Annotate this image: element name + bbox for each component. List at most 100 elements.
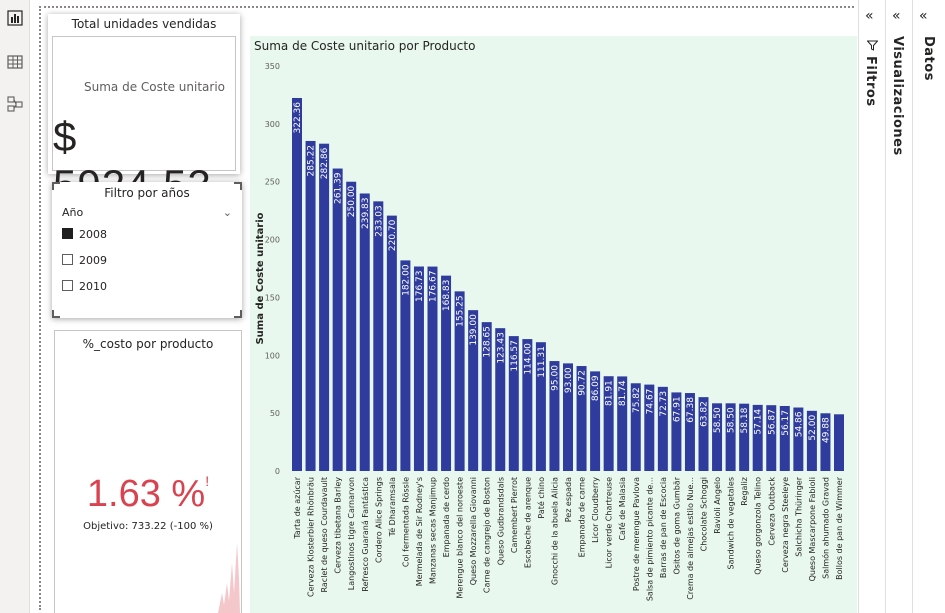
x-tick-label: Paté chino <box>536 477 546 519</box>
bar[interactable] <box>373 201 384 471</box>
bar[interactable] <box>468 310 479 471</box>
report-view-icon[interactable] <box>5 8 25 28</box>
bar-data-label: 54.86 <box>794 411 804 437</box>
bar[interactable] <box>712 403 723 471</box>
bar[interactable] <box>671 392 682 471</box>
x-tick-label: Merengue blanco del noroeste <box>456 477 465 599</box>
y-tick-label: 250 <box>265 178 280 187</box>
bar[interactable] <box>698 397 709 471</box>
bar[interactable] <box>563 363 573 471</box>
bar-data-label: 86.09 <box>591 375 601 401</box>
bar-data-label: 56.17 <box>781 410 791 436</box>
bar[interactable] <box>508 336 519 471</box>
bar[interactable] <box>657 386 668 471</box>
bar-data-label: 239.83 <box>361 197 371 229</box>
bar-data-label: 57.14 <box>754 409 764 435</box>
bar[interactable] <box>766 405 777 471</box>
bar[interactable] <box>481 322 492 471</box>
bar[interactable] <box>427 266 438 471</box>
bar[interactable] <box>359 193 370 471</box>
trend-sparkline <box>218 543 240 613</box>
bar[interactable] <box>739 403 750 471</box>
model-view-icon[interactable] <box>5 94 25 114</box>
bar-data-label: 155.25 <box>456 295 466 327</box>
filter-icon <box>867 40 878 51</box>
x-tick-label: Gnocchi de la abuela Alicia <box>550 477 559 585</box>
slicer-option-2009[interactable]: 2009 <box>62 254 107 270</box>
bar[interactable] <box>400 260 411 471</box>
kpi-card[interactable]: Total unidades vendidas Suma de Coste un… <box>48 14 240 208</box>
bar-data-label: 139.00 <box>469 314 479 346</box>
filters-pane[interactable]: « Filtros <box>858 0 885 613</box>
bar[interactable] <box>793 407 804 471</box>
checkbox-unchecked[interactable] <box>62 254 73 265</box>
bar[interactable] <box>806 410 817 471</box>
chevron-down-icon[interactable]: ⌄ <box>222 206 232 219</box>
kpi-subtitle: Suma de Coste unitario <box>84 80 225 94</box>
visualizations-pane-label[interactable]: Visualizaciones <box>890 36 905 156</box>
bar[interactable] <box>346 181 357 471</box>
data-pane[interactable]: « Datos <box>912 0 945 613</box>
bar[interactable] <box>549 361 560 471</box>
bar-data-label: 233.03 <box>374 205 384 237</box>
bar[interactable] <box>725 403 736 471</box>
collapse-chevron-icon[interactable]: « <box>919 8 928 24</box>
x-tick-label: Mermelada de Sir Rodney's <box>415 477 424 586</box>
kpi-inner-frame: Suma de Coste unitario $ 5924.53 <box>52 36 236 208</box>
bar[interactable] <box>834 414 844 471</box>
bar[interactable] <box>535 342 546 471</box>
bar[interactable] <box>386 215 397 471</box>
bar[interactable] <box>630 383 641 471</box>
slicer-option-2008[interactable]: 2008 <box>62 228 107 244</box>
kpi-pct-value: 1.63 %! <box>55 473 241 516</box>
collapse-chevron-icon[interactable]: « <box>865 8 874 24</box>
bar[interactable] <box>305 140 316 471</box>
y-tick-label: 0 <box>275 467 280 476</box>
bar[interactable] <box>590 371 601 471</box>
bar[interactable] <box>576 366 587 471</box>
bar[interactable] <box>779 406 790 471</box>
bar[interactable] <box>441 275 452 471</box>
bar[interactable] <box>752 404 763 471</box>
data-pane-label[interactable]: Datos <box>921 36 936 81</box>
cost-by-product-bar-chart[interactable]: Suma de Coste unitario por Producto Suma… <box>250 36 857 613</box>
bar-data-label: 176.73 <box>415 270 425 302</box>
bar[interactable] <box>292 97 302 471</box>
slicer-option-label: 2009 <box>79 254 107 267</box>
year-slicer[interactable]: Filtro por años Año ⌄ 2008 2009 2010 <box>52 182 242 318</box>
checkbox-checked[interactable] <box>62 228 73 239</box>
bar[interactable] <box>454 291 465 471</box>
slicer-option-2010[interactable]: 2010 <box>62 280 107 296</box>
resize-handle[interactable] <box>234 182 242 190</box>
resize-handle[interactable] <box>52 182 60 190</box>
bar-data-label: 58.50 <box>713 407 723 433</box>
bar[interactable] <box>332 168 343 471</box>
x-tick-label: Refresco Guaraná Fantástica <box>361 477 370 592</box>
cost-pct-kpi-card[interactable]: %_costo por producto 1.63 %! Objetivo: 7… <box>54 330 242 613</box>
collapse-chevron-icon[interactable]: « <box>892 8 901 24</box>
y-axis-title: Suma de Coste unitario <box>255 212 266 344</box>
kpi-pct-title: %_costo por producto <box>82 337 214 351</box>
slicer-field-label: Año <box>62 206 84 219</box>
table-view-icon[interactable] <box>5 52 25 72</box>
resize-handle[interactable] <box>234 310 242 318</box>
bar[interactable] <box>644 384 655 471</box>
bar[interactable] <box>820 413 831 471</box>
bar[interactable] <box>603 376 614 471</box>
bar[interactable] <box>319 143 330 471</box>
visualizations-pane[interactable]: « Visualizaciones <box>885 0 912 613</box>
filters-pane-label[interactable]: Filtros <box>863 56 878 107</box>
bar[interactable] <box>413 266 424 471</box>
x-tick-label: Té Dharamsala <box>387 477 397 537</box>
y-tick-label: 300 <box>265 120 280 129</box>
bar[interactable] <box>617 376 628 471</box>
resize-handle[interactable] <box>52 310 60 318</box>
bar-data-label: 114.00 <box>523 343 533 375</box>
bar[interactable] <box>522 339 533 471</box>
x-tick-label: Escabeche de arenque <box>523 477 532 568</box>
bar[interactable] <box>684 393 695 471</box>
bar[interactable] <box>495 328 506 471</box>
checkbox-unchecked[interactable] <box>62 280 73 291</box>
view-rail <box>0 0 30 613</box>
